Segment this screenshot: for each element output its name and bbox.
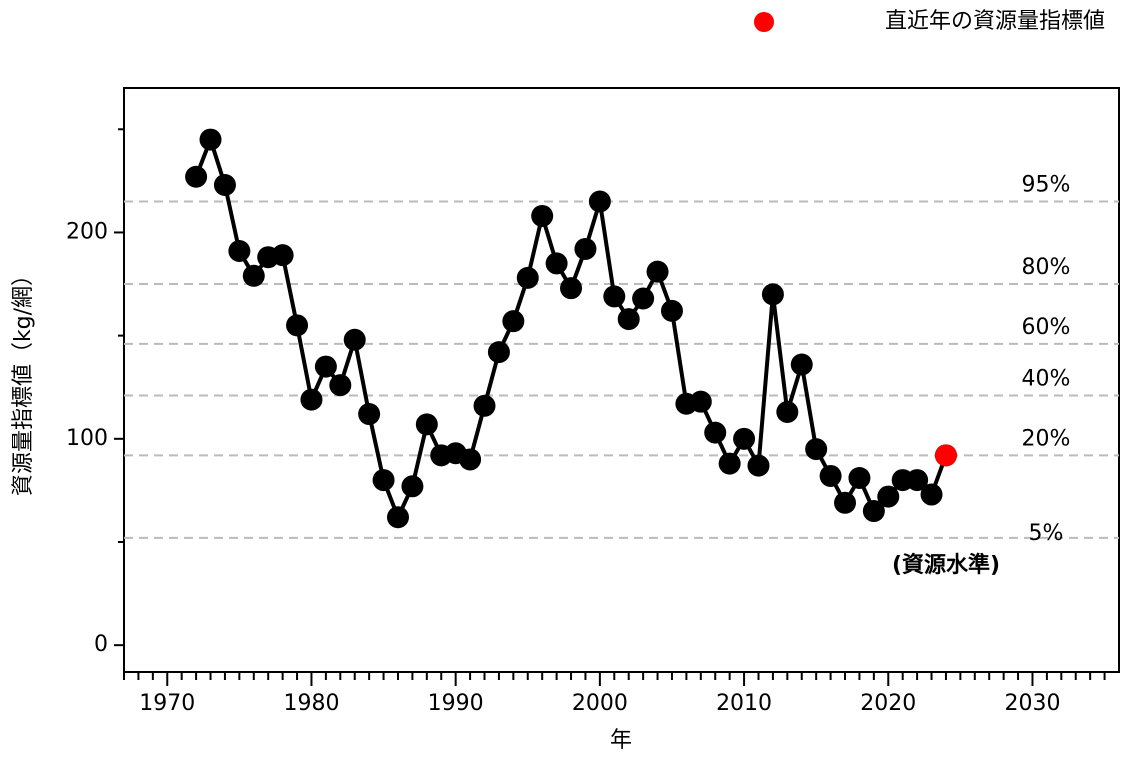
series-line [194, 137, 948, 520]
data-point [805, 438, 828, 461]
data-point [560, 277, 583, 300]
data-point [862, 500, 885, 523]
reference-label: 5% [1029, 521, 1064, 546]
reference-label: 40% [1022, 366, 1071, 391]
data-point [906, 469, 929, 492]
data-point [819, 464, 842, 487]
data-point [516, 266, 539, 289]
x-tick-label: 2000 [572, 691, 628, 716]
data-point [660, 299, 683, 322]
data-point [459, 448, 482, 471]
y-tick-label: 100 [66, 426, 108, 451]
x-tick-label: 2010 [716, 691, 772, 716]
x-tick-label: 1970 [139, 691, 195, 716]
data-point [848, 467, 871, 490]
data-point [531, 204, 554, 227]
data-point [401, 475, 424, 498]
data-point [300, 388, 323, 411]
annotation: (資源水準) [892, 552, 1000, 578]
y-tick-label: 0 [94, 632, 108, 657]
data-point [689, 390, 712, 413]
data-point [242, 264, 265, 287]
x-tick-label: 1990 [428, 691, 484, 716]
data-point [502, 310, 525, 333]
data-point [372, 469, 395, 492]
data-point [790, 353, 813, 376]
data-point [286, 314, 309, 337]
y-tick-label: 200 [66, 219, 108, 244]
data-point [603, 285, 626, 308]
data-point [545, 252, 568, 275]
data-point [487, 341, 510, 364]
x-tick-label: 2030 [1004, 691, 1060, 716]
legend-label: 直近年の資源量指標値 [885, 9, 1105, 34]
data-point [588, 190, 611, 213]
data-point [213, 173, 236, 196]
legend-marker [754, 12, 774, 32]
data-point [228, 240, 251, 263]
data-point [704, 421, 727, 444]
data-point [358, 403, 381, 426]
data-point [473, 394, 496, 417]
x-tick-label: 2020 [860, 691, 916, 716]
data-point [574, 237, 597, 260]
data-point [877, 485, 900, 508]
plot-frame [123, 87, 1120, 673]
data-point [632, 287, 655, 310]
reference-label: 20% [1022, 426, 1071, 451]
data-point [199, 128, 222, 151]
data-point [920, 483, 943, 506]
data-point [415, 413, 438, 436]
data-point [185, 165, 208, 188]
x-tick-label: 1980 [283, 691, 339, 716]
data-point [271, 244, 294, 267]
x-axis-label: 年 [610, 728, 632, 753]
data-point [646, 260, 669, 283]
data-point [343, 328, 366, 351]
data-point [834, 491, 857, 514]
data-point [776, 400, 799, 423]
data-point [386, 506, 409, 529]
data-point [718, 452, 741, 475]
reference-label: 95% [1022, 172, 1071, 197]
data-point [761, 283, 784, 306]
data-point [733, 427, 756, 450]
data-point [934, 444, 957, 467]
data-point [617, 308, 640, 331]
data-point [329, 374, 352, 397]
y-axis-label: 資源量指標値（kg/網） [11, 264, 36, 496]
data-point [314, 355, 337, 378]
reference-label: 80% [1022, 255, 1071, 280]
reference-label: 60% [1022, 315, 1071, 340]
data-point [747, 454, 770, 477]
